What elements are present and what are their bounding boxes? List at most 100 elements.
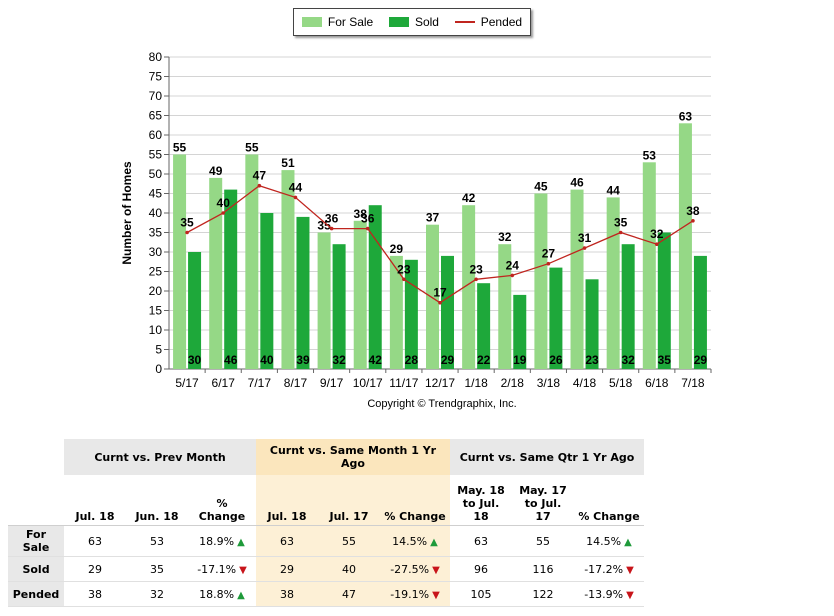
cell-text: -13.9% [584,587,624,601]
pended-point [618,230,623,235]
pended-point [221,211,225,215]
bar-for-sale [389,255,403,369]
bar-sold [693,255,707,369]
y-tick-label: 10 [149,323,163,337]
data-label-pended: 36 [325,212,339,226]
x-tick-label: 1/18 [464,376,488,390]
data-label-for-sale: 55 [245,141,259,155]
value-cell: 47 [318,581,380,607]
data-label-sold: 26 [549,353,563,367]
y-tick-label: 20 [149,284,163,298]
subheader-row: Jul. 18 Jun. 18 % Change Jul. 18 Jul. 17… [8,475,644,526]
cell-text: 29 [280,562,294,576]
up-arrow-icon: ▲ [430,536,438,548]
bar-for-sale [426,224,439,369]
bar-sold [477,283,491,369]
pended-swatch [454,21,475,23]
y-tick-label: 30 [149,245,163,259]
x-tick-label: 3/18 [537,376,561,390]
value-cell: 32 [126,581,188,607]
bar-for-sale [173,154,187,369]
data-label-sold: 39 [296,353,310,367]
data-label-sold: 42 [369,353,383,367]
legend-item-for-sale: For Sale [301,15,373,29]
pended-point [582,246,587,250]
bar-for-sale [462,205,476,369]
data-label-for-sale: 49 [209,164,223,178]
data-label-pended: 40 [217,196,231,210]
bar-sold [549,267,563,369]
percent-change-cell: 18.9% ▲ [188,525,256,557]
cell-text: 18.8% [199,587,235,601]
data-label-pended: 31 [578,231,592,245]
x-tick-label: 5/18 [609,376,633,390]
value-cell: 53 [126,525,188,557]
y-tick-label: 45 [149,187,163,201]
down-arrow-icon: ▼ [626,589,634,601]
cell-text: 38 [88,587,102,601]
y-tick-label: 65 [149,109,163,123]
bar-for-sale [678,123,692,369]
cell-text: 116 [532,562,554,576]
pended-point [546,261,551,266]
up-arrow-icon: ▲ [624,536,632,548]
cell-text: 122 [532,587,554,601]
percent-change-cell: 14.5% ▲ [574,525,644,557]
row-label: For Sale [8,525,64,557]
cell-text: -19.1% [390,587,430,601]
bar-sold [657,232,671,369]
subheader-cell: May. 17 to Jul. 17 [512,475,574,526]
value-cell: 63 [256,525,318,557]
data-label-sold: 30 [188,353,202,367]
x-tick-label: 12/17 [425,376,455,390]
value-cell: 105 [450,581,512,607]
y-tick-label: 80 [149,50,163,64]
data-label-sold: 46 [224,353,238,367]
y-tick-label: 60 [149,128,163,142]
data-label-pended: 36 [361,212,375,226]
cell-text: -27.5% [390,562,430,576]
up-arrow-icon: ▲ [237,536,245,548]
cell-text: -17.1% [197,562,237,576]
bar-for-sale [534,193,548,369]
cell-text: 53 [150,534,164,548]
legend-item-pended: Pended [454,15,522,29]
subheader-cell: % Change [188,475,256,526]
bar-sold [368,205,382,369]
percent-change-cell: 14.5% ▲ [380,525,450,557]
bar-sold [332,244,346,369]
summary-body: For Sale 63 53 18.9% ▲ 63 55 14.5% ▲ 63 55 14.5% ▲ So… [8,525,644,607]
percent-change-cell: -13.9% ▼ [574,581,644,607]
data-label-pended: 32 [650,227,664,241]
cell-text: 38 [280,587,294,601]
y-tick-label: 55 [149,148,163,162]
data-label-for-sale: 32 [498,230,512,244]
y-tick-label: 75 [149,70,163,84]
subheader-cell: Jul. 18 [256,475,318,526]
subheader-cell: % Change [574,475,644,526]
bar-sold [513,294,527,369]
group-same-qtr-year-ago: Curnt vs. Same Qtr 1 Yr Ago [450,439,644,475]
bar-for-sale [353,220,367,369]
y-tick-label: 50 [149,167,163,181]
value-cell: 29 [256,556,318,582]
copyright-text: Copyright © Trendgraphix, Inc. [367,398,517,410]
x-tick-label: 5/17 [175,376,199,390]
bar-sold [224,189,238,369]
pended-point [293,195,298,200]
x-tick-label: 11/17 [389,376,418,390]
cell-text: 55 [342,534,356,548]
y-tick-label: 15 [149,304,163,318]
data-label-sold: 28 [405,353,419,367]
cell-text: 47 [342,587,356,601]
value-cell: 38 [256,581,318,607]
percent-change-cell: -27.5% ▼ [380,556,450,582]
value-cell: 29 [64,556,126,582]
bar-sold [441,255,454,369]
value-cell: 116 [512,556,574,582]
for-sale-swatch [301,17,322,27]
data-label-sold: 19 [513,353,527,367]
data-label-sold: 23 [585,353,599,367]
pended-point [691,219,695,223]
table-row: Sold 29 35 -17.1% ▼ 29 40 -27.5% ▼ 96 116 -17.2% ▼ [8,556,644,582]
